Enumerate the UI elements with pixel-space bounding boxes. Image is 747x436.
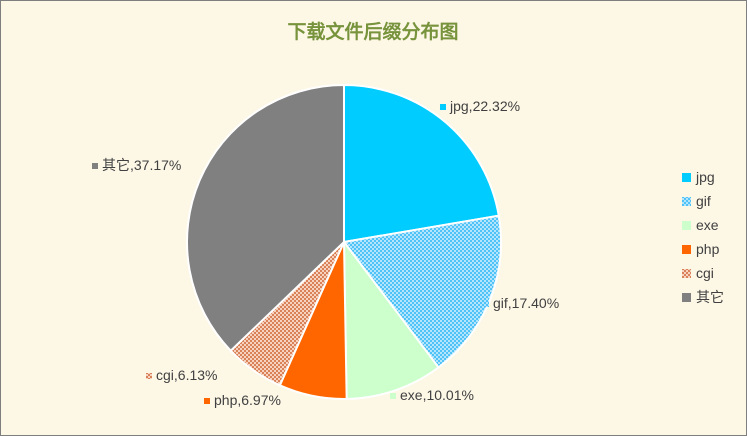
chart-title: 下载文件后缀分布图: [287, 20, 458, 43]
legend-swatch-php: [682, 245, 691, 254]
pie-slices: [186, 83, 502, 400]
data-label-gif: gif,17.40%: [493, 295, 559, 311]
pie-slice-exe: [342, 238, 440, 400]
legend: jpg gif exe php cgi 其它: [682, 169, 724, 305]
data-label-php: php,6.97%: [214, 392, 281, 408]
legend-label-gif: gif: [696, 193, 711, 209]
data-label-exe: exe,10.01%: [400, 387, 474, 403]
legend-swatch-其它: [682, 293, 691, 302]
legend-swatch-cgi: [682, 269, 691, 278]
pie-slice-gif: [342, 214, 502, 369]
legend-swatch-exe: [682, 221, 691, 230]
legend-swatch-gif: [682, 197, 691, 206]
pie-slice-其它: [186, 83, 345, 353]
data-label-marker-jpg: [440, 104, 446, 110]
legend-label-jpg: jpg: [695, 169, 715, 185]
pie-slice-jpg: [343, 83, 500, 244]
legend-label-cgi: cgi: [696, 265, 714, 281]
data-label-marker-php: [204, 398, 210, 404]
data-label-marker-cgi: [146, 373, 152, 379]
legend-swatch-jpg: [682, 173, 691, 182]
data-label-marker-gif: [483, 301, 489, 307]
data-label-marker-exe: [390, 393, 396, 399]
data-label-其它: 其它,37.17%: [102, 157, 181, 173]
legend-label-其它: 其它: [696, 289, 724, 305]
data-label-marker-其它: [92, 163, 98, 169]
legend-label-exe: exe: [696, 217, 719, 233]
data-label-jpg: jpg,22.32%: [449, 98, 520, 114]
data-label-cgi: cgi,6.13%: [156, 367, 217, 383]
legend-label-php: php: [696, 241, 720, 257]
data-labels: jpg,22.32% gif,17.40% exe,10.01% php,6.97% c…: [92, 98, 559, 408]
